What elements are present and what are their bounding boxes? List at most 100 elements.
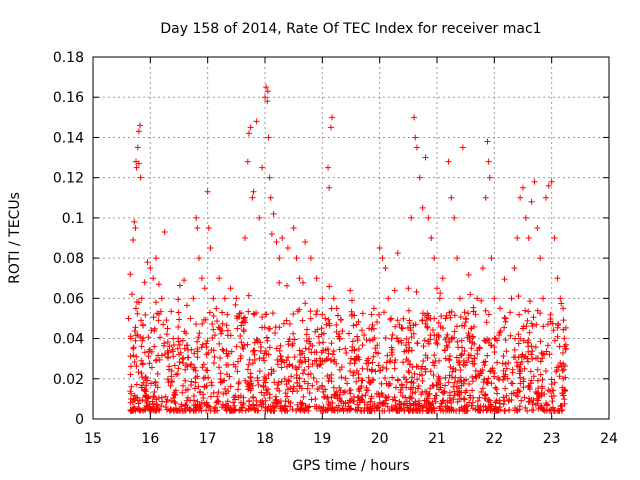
band-point [389, 351, 396, 358]
band-point [144, 394, 151, 401]
band-point [410, 330, 417, 337]
band-point [317, 357, 324, 364]
band-point [278, 364, 285, 371]
band-point [268, 370, 275, 377]
band-point [424, 393, 431, 400]
band-point [354, 337, 361, 344]
band-point [259, 397, 266, 404]
band-point [306, 403, 313, 410]
x-tick-label: 16 [141, 431, 159, 447]
data-point [482, 194, 489, 201]
band-point [194, 348, 201, 355]
band-point [500, 353, 507, 360]
band-point [422, 320, 429, 327]
band-point [517, 374, 524, 381]
band-point [163, 317, 170, 324]
band-point [427, 315, 434, 322]
band-point [432, 398, 439, 405]
band-point [222, 386, 229, 393]
band-point [342, 375, 349, 382]
band-point [375, 350, 382, 357]
band-point [451, 328, 458, 335]
band-point [347, 390, 354, 397]
band-point [209, 320, 216, 327]
band-point [305, 380, 312, 387]
band-point [554, 407, 561, 414]
band-point [344, 380, 351, 387]
band-point [146, 360, 153, 367]
band-point [253, 402, 260, 409]
data-point [329, 114, 336, 121]
band-point [132, 337, 139, 344]
band-point [326, 374, 333, 381]
band-point [382, 334, 389, 341]
band-point [318, 325, 325, 332]
band-point [500, 394, 507, 401]
band-point [348, 297, 355, 304]
band-point [239, 407, 246, 414]
band-point [537, 371, 544, 378]
band-point [352, 357, 359, 364]
band-point [450, 396, 457, 403]
band-point [305, 371, 312, 378]
band-point [300, 279, 307, 286]
band-point [452, 366, 459, 373]
band-point [437, 323, 444, 330]
band-point [210, 326, 217, 333]
band-point [258, 344, 265, 351]
band-point [436, 375, 443, 382]
band-point [348, 347, 355, 354]
band-point [257, 339, 264, 346]
band-point [329, 351, 336, 358]
band-point [430, 327, 437, 334]
band-point [509, 380, 516, 387]
band-point [219, 404, 226, 411]
band-point [524, 339, 531, 346]
band-point [392, 356, 399, 363]
band-point [439, 389, 446, 396]
band-point [442, 403, 449, 410]
data-point [330, 295, 337, 302]
band-point [362, 392, 369, 399]
band-point [148, 364, 155, 371]
band-point [549, 320, 556, 327]
band-point [326, 320, 333, 327]
band-point [323, 356, 330, 363]
band-point [130, 352, 137, 359]
band-point [485, 311, 492, 318]
data-point [250, 188, 257, 195]
data-point [264, 88, 271, 95]
band-point [130, 406, 137, 413]
band-point [282, 390, 289, 397]
data-point [557, 295, 564, 302]
band-point [235, 394, 242, 401]
band-point [179, 337, 186, 344]
band-point [135, 369, 142, 376]
data-point [327, 124, 334, 131]
band-point [507, 309, 514, 316]
band-point [278, 358, 285, 365]
band-point [131, 358, 138, 365]
band-point [179, 355, 186, 362]
band-point [307, 370, 314, 377]
band-point [420, 357, 427, 364]
data-point [161, 228, 168, 235]
band-point [211, 354, 218, 361]
band-point [206, 309, 213, 316]
data-point [249, 194, 256, 201]
band-point [277, 342, 284, 349]
band-point [469, 333, 476, 340]
band-point [319, 382, 326, 389]
band-point [513, 359, 520, 366]
band-point [461, 348, 468, 355]
band-point [187, 397, 194, 404]
band-point [290, 310, 297, 317]
band-point [219, 309, 226, 316]
band-point [372, 368, 379, 375]
band-point [276, 324, 283, 331]
data-point [379, 255, 386, 262]
band-point [188, 378, 195, 385]
band-point [354, 407, 361, 414]
data-point [405, 285, 412, 292]
band-point [249, 401, 256, 408]
